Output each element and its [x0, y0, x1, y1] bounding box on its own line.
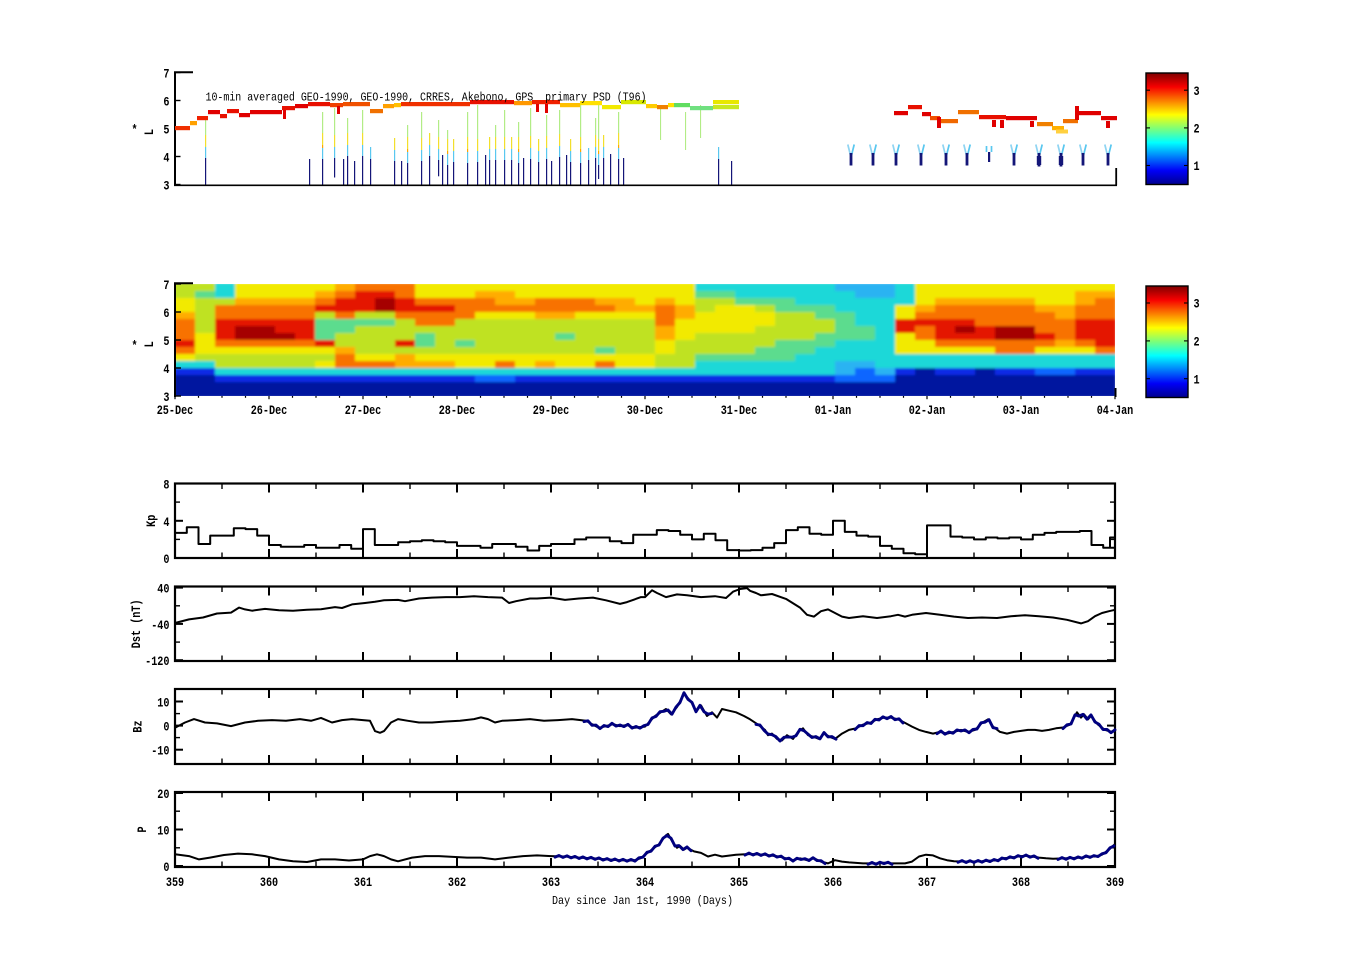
svg-text:0: 0	[163, 552, 169, 567]
svg-text:5: 5	[163, 334, 169, 349]
svg-text:366: 366	[824, 875, 842, 890]
svg-text:364: 364	[636, 875, 654, 890]
svg-text:6: 6	[163, 95, 169, 110]
svg-text:1: 1	[1194, 159, 1200, 174]
svg-text:25-Dec: 25-Dec	[157, 403, 194, 418]
svg-text:367: 367	[918, 875, 936, 890]
svg-text:2: 2	[1194, 335, 1200, 350]
svg-text:361: 361	[354, 875, 372, 890]
svg-text:-10: -10	[151, 744, 169, 759]
svg-text:27-Dec: 27-Dec	[345, 403, 382, 418]
svg-text:-120: -120	[145, 654, 170, 669]
svg-text:L: L	[142, 129, 157, 135]
svg-text:*: *	[131, 123, 137, 138]
svg-text:40: 40	[157, 582, 169, 597]
svg-text:1: 1	[1194, 372, 1200, 387]
svg-text:28-Dec: 28-Dec	[439, 403, 476, 418]
svg-text:0: 0	[163, 720, 169, 735]
svg-text:362: 362	[448, 875, 466, 890]
svg-text:7: 7	[163, 278, 169, 293]
svg-text:7: 7	[163, 67, 169, 82]
svg-text:4: 4	[163, 515, 169, 530]
svg-text:Day since Jan 1st, 1990 (Days): Day since Jan 1st, 1990 (Days)	[552, 894, 733, 908]
svg-text:01-Jan: 01-Jan	[815, 403, 852, 418]
svg-text:31-Dec: 31-Dec	[721, 403, 758, 418]
svg-text:10-min averaged GEO-1990, GEO-: 10-min averaged GEO-1990, GEO-1990, CRRE…	[206, 91, 647, 105]
svg-text:3: 3	[163, 179, 169, 194]
svg-text:L: L	[142, 341, 157, 347]
svg-text:03-Jan: 03-Jan	[1003, 403, 1040, 418]
svg-text:3: 3	[163, 390, 169, 405]
svg-text:10: 10	[157, 696, 169, 711]
svg-text:10: 10	[157, 824, 169, 839]
svg-text:365: 365	[730, 875, 748, 890]
svg-text:P: P	[135, 826, 150, 832]
svg-text:4: 4	[163, 151, 169, 166]
svg-text:Bz: Bz	[131, 720, 146, 732]
svg-text:*: *	[131, 339, 137, 354]
svg-text:Dst (nT): Dst (nT)	[129, 599, 144, 648]
svg-text:8: 8	[163, 478, 169, 493]
svg-text:Kp: Kp	[144, 515, 159, 527]
svg-text:02-Jan: 02-Jan	[909, 403, 946, 418]
svg-text:3: 3	[1194, 84, 1200, 99]
svg-text:30-Dec: 30-Dec	[627, 403, 664, 418]
svg-text:-40: -40	[151, 618, 169, 633]
svg-text:0: 0	[163, 860, 169, 875]
svg-text:04-Jan: 04-Jan	[1097, 403, 1134, 418]
svg-text:368: 368	[1012, 875, 1030, 890]
svg-text:363: 363	[542, 875, 560, 890]
svg-text:4: 4	[163, 362, 169, 377]
svg-text:359: 359	[166, 875, 184, 890]
svg-text:20: 20	[157, 787, 169, 802]
svg-text:360: 360	[260, 875, 278, 890]
svg-text:5: 5	[163, 123, 169, 138]
svg-text:3: 3	[1194, 297, 1200, 312]
svg-text:26-Dec: 26-Dec	[251, 403, 288, 418]
svg-text:29-Dec: 29-Dec	[533, 403, 570, 418]
svg-text:2: 2	[1194, 122, 1200, 137]
svg-text:369: 369	[1106, 875, 1124, 890]
svg-text:6: 6	[163, 306, 169, 321]
